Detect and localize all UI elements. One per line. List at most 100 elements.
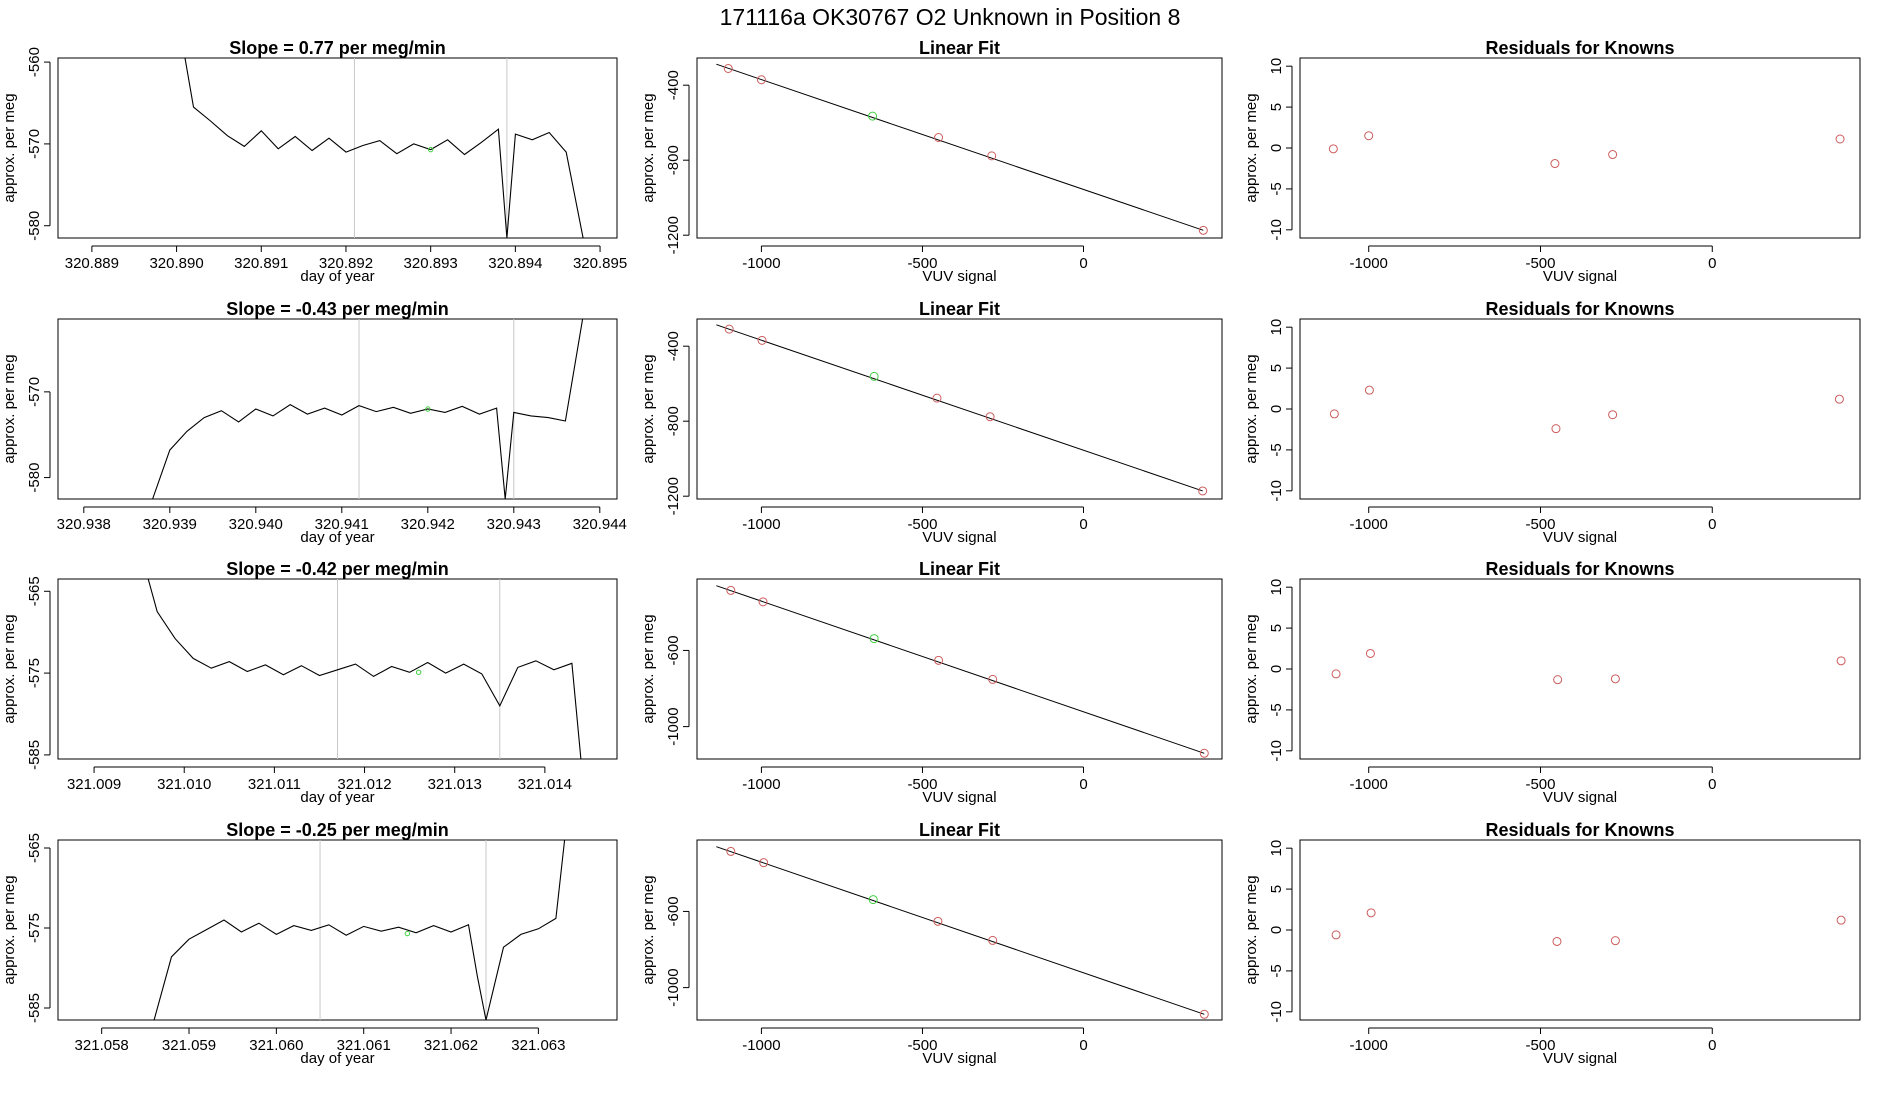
plot-area [716,63,1208,235]
unknown-point [869,634,879,644]
y-tick-label: -5 [1268,964,1285,977]
unknown-marker [404,930,411,937]
y-axis-label: approx. per meg [640,354,657,463]
y-tick-label: -800 [665,145,682,175]
known-point [1608,150,1618,160]
known-point [1366,908,1376,918]
panel-3-2: Residuals for Knowns -1000 -500 0 VUV signal… [1243,299,1861,546]
x-tick-label: 320.938 [57,516,111,533]
x-tick-label: 0 [1079,1037,1087,1054]
x-tick-label: -1000 [742,255,780,272]
x-axis-label: VUV signal [1543,789,1617,806]
y-tick-label: -1200 [665,477,682,515]
y-tick-label: -570 [26,377,43,407]
y-axis-label: approx. per meg [1243,93,1260,202]
y-tick-label: 5 [1268,624,1285,632]
known-point [724,324,734,334]
plot-frame [1299,57,1861,239]
y-tick-label: -5 [1268,703,1285,716]
y-tick-label: -575 [26,913,43,943]
y-axis-label: approx. per meg [1,354,18,463]
y-axis-label: approx. per meg [640,614,657,723]
known-point [1610,936,1620,946]
x-tick-label: 320.892 [319,255,373,272]
plot-area [716,585,1209,758]
plot-frame [1299,839,1861,1021]
y-axis-label: approx. per meg [640,875,657,984]
panel-title: Slope = -0.42 per meg/min [226,559,449,579]
y-axis-label: approx. per meg [1243,875,1260,984]
y-axis-label: approx. per meg [640,93,657,202]
y-tick-label: -580 [26,463,43,493]
x-tick-label: 320.944 [573,516,627,533]
x-tick-label: 321.011 [248,776,301,793]
y-tick-label: -565 [26,833,43,863]
panel-title: Slope = -0.25 per meg/min [226,820,449,840]
signal-trace [184,58,584,238]
plot-area [184,58,584,238]
y-tick-label: -5 [1268,182,1285,195]
x-tick-label: -500 [907,255,937,272]
x-tick-label: 321.014 [518,776,572,793]
plot-area [1331,908,1846,946]
plot-frame [696,839,1223,1021]
plot-frame [57,318,618,500]
y-axis-label: approx. per meg [1,614,18,723]
y-tick-label: -600 [665,896,682,926]
unknown-marker [427,146,434,153]
known-point [726,846,736,856]
x-tick-label: 321.061 [337,1037,391,1054]
plot-area [1331,648,1846,685]
x-tick-label: -500 [907,1037,937,1054]
panel-title: Linear Fit [919,820,1000,840]
plot-frame [57,839,618,1021]
panel-2-1: Linear Fit -1000 -500 0 VUV signal -400 -800 -1… [640,38,1223,285]
plot-area [716,846,1209,1019]
y-tick-label: 5 [1268,885,1285,893]
known-point [758,597,768,607]
x-tick-label: 321.062 [424,1037,478,1054]
x-tick-label: 321.060 [249,1037,303,1054]
x-tick-label: 320.894 [488,255,542,272]
y-tick-label: -400 [665,331,682,361]
y-tick-label: 10 [1268,579,1285,596]
x-axis-label: day of year [300,789,374,806]
known-point [987,151,997,161]
unknown-point [868,895,878,905]
x-tick-label: 321.012 [337,776,391,793]
known-point [1331,930,1341,940]
x-axis-label: VUV signal [1543,1050,1617,1067]
y-tick-label: 0 [1268,405,1285,413]
y-tick-label: 0 [1268,926,1285,934]
fit-line [716,324,1203,492]
x-tick-label: 0 [1079,776,1087,793]
signal-trace [152,319,584,499]
panel-title: Slope = 0.77 per meg/min [229,38,446,58]
panel-3-3: Residuals for Knowns -1000 -500 0 VUV signal… [1243,559,1861,806]
panel-title: Linear Fit [919,38,1000,58]
plot-frame [696,318,1223,500]
y-tick-label: -5 [1268,443,1285,456]
x-tick-label: 321.009 [67,776,121,793]
x-tick-label: 320.889 [65,255,119,272]
known-point [932,393,942,403]
y-tick-label: -1200 [665,216,682,254]
x-tick-label: 320.891 [234,255,288,272]
x-tick-label: 0 [1708,1037,1716,1054]
y-tick-label: -800 [665,406,682,436]
x-tick-label: 320.943 [487,516,541,533]
known-point [1610,674,1620,684]
known-point [1608,410,1618,420]
plot-area [152,319,584,499]
y-tick-label: -570 [26,129,43,159]
known-point [1552,936,1562,946]
x-tick-label: 0 [1079,255,1087,272]
x-axis-label: VUV signal [922,789,996,806]
x-axis-label: VUV signal [1543,529,1617,546]
x-axis-label: VUV signal [922,1050,996,1067]
known-point [1364,385,1374,395]
panel-2-3: Linear Fit -1000 -500 0 VUV signal -600 -1000 a… [640,559,1223,806]
x-axis-label: day of year [300,1050,374,1067]
x-tick-label: -1000 [1350,1037,1388,1054]
